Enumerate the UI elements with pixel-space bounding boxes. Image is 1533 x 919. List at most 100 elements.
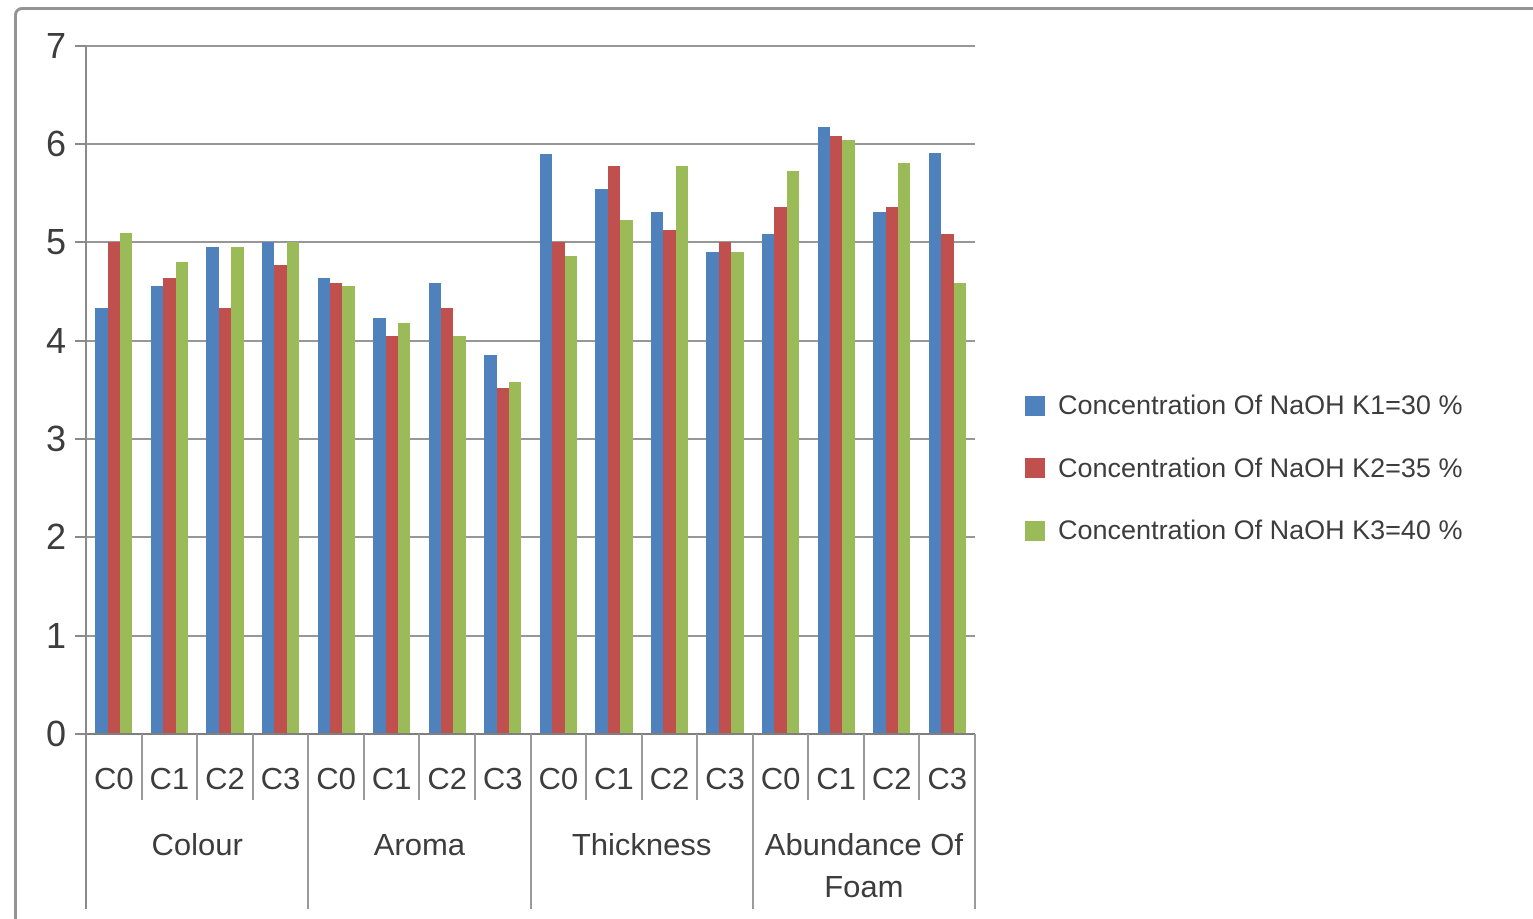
bar [342, 286, 355, 735]
bar [595, 189, 608, 735]
y-axis-tick-label: 4 [45, 319, 66, 361]
y-axis-tick-label: 5 [45, 221, 66, 263]
bar [564, 255, 577, 735]
category-label: C1 [149, 761, 190, 796]
bar [928, 152, 942, 735]
bar [206, 247, 219, 735]
category-label: C3 [482, 761, 523, 796]
legend-item-label: Concentration Of NaOH K3=40 % [1058, 515, 1463, 545]
bar [218, 308, 232, 735]
legend-item: Concentration Of NaOH K2=35 % [1025, 453, 1462, 484]
gridline [86, 44, 975, 47]
bar [428, 282, 442, 735]
bar [286, 242, 300, 735]
y-axis-tick-label: 2 [45, 516, 66, 558]
bar [675, 166, 689, 735]
y-axis-tick [75, 142, 86, 145]
category-separator [918, 734, 921, 800]
bar [453, 335, 466, 735]
bar [329, 282, 343, 735]
bar [817, 127, 830, 735]
y-axis-tick [75, 634, 86, 637]
chart-area-border [14, 7, 1533, 919]
bar [774, 206, 787, 735]
bar [650, 211, 664, 735]
category-label: C1 [371, 761, 412, 796]
legend-swatch-icon [1025, 395, 1045, 416]
category-separator [807, 734, 810, 800]
bar [274, 264, 287, 735]
y-axis-tick-label: 0 [45, 713, 66, 754]
bar [941, 234, 954, 735]
bar [842, 139, 855, 735]
group-separator [751, 734, 754, 909]
group-label: Abundance Of Foam [764, 827, 963, 904]
legend-item: Concentration Of NaOH K3=40 % [1025, 515, 1462, 546]
category-separator [862, 734, 865, 800]
bar [552, 242, 565, 735]
category-separator [640, 734, 643, 800]
category-label: C0 [760, 761, 801, 796]
bar [885, 206, 898, 735]
bar [261, 242, 275, 735]
bar [706, 252, 719, 735]
category-label: C0 [316, 761, 356, 796]
bar [620, 219, 633, 735]
category-separator [473, 734, 476, 800]
y-axis-tick [75, 733, 86, 735]
y-axis-tick-label: 7 [45, 24, 66, 66]
gridline [86, 241, 975, 244]
y-axis-tick [75, 44, 86, 47]
group-separator [529, 734, 532, 909]
legend-swatch-icon [1025, 458, 1045, 478]
bar [509, 381, 522, 735]
category-label: C0 [538, 761, 579, 796]
y-axis-line [85, 45, 87, 909]
legend-item: Concentration Of NaOH K1=30 % [1025, 390, 1462, 421]
category-label: C3 [260, 761, 301, 796]
category-label: C3 [705, 761, 745, 796]
y-axis-tick [75, 339, 86, 342]
category-label: C2 [871, 761, 912, 796]
group-label: Colour [151, 827, 243, 862]
category-separator [196, 734, 199, 800]
gridline [86, 437, 975, 440]
y-axis-tick [75, 241, 86, 244]
bar [484, 355, 497, 735]
y-axis-tick [75, 437, 86, 440]
legend-item-label: Concentration Of NaOH K2=35 % [1058, 452, 1463, 483]
bar [317, 277, 330, 735]
group-label: Thickness [571, 827, 712, 862]
bar [95, 308, 108, 735]
bar [607, 166, 621, 735]
gridline [86, 142, 975, 145]
category-separator [585, 734, 588, 800]
category-label: C2 [205, 761, 245, 796]
group-label: Aroma [373, 827, 466, 862]
bar [107, 242, 121, 735]
category-label: C0 [93, 761, 134, 796]
group-separator [974, 734, 976, 909]
bar [786, 171, 800, 735]
category-label: C1 [816, 761, 856, 796]
gridline [86, 536, 975, 539]
bar [373, 317, 386, 735]
bar [873, 211, 886, 735]
category-label: C1 [594, 761, 634, 796]
category-label: C2 [649, 761, 690, 796]
legend-item-label: Concentration Of NaOH K1=30 % [1058, 390, 1463, 420]
y-axis-tick-label: 1 [45, 614, 66, 656]
category-label: C3 [927, 761, 968, 796]
bar [539, 153, 553, 735]
group-separator [307, 734, 310, 909]
bar [718, 242, 732, 735]
bar [663, 230, 676, 735]
bar [496, 387, 510, 735]
category-separator [251, 734, 254, 800]
bar [397, 322, 411, 735]
bar [830, 135, 843, 735]
bar [120, 233, 133, 735]
bar [163, 277, 176, 735]
bar [441, 308, 454, 735]
